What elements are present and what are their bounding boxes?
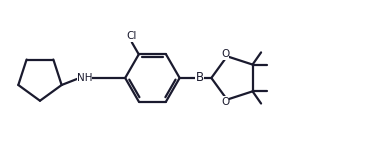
Text: O: O <box>221 97 229 107</box>
Text: B: B <box>195 71 203 85</box>
Text: Cl: Cl <box>127 31 137 41</box>
Text: NH: NH <box>77 73 92 83</box>
Text: O: O <box>221 49 229 59</box>
